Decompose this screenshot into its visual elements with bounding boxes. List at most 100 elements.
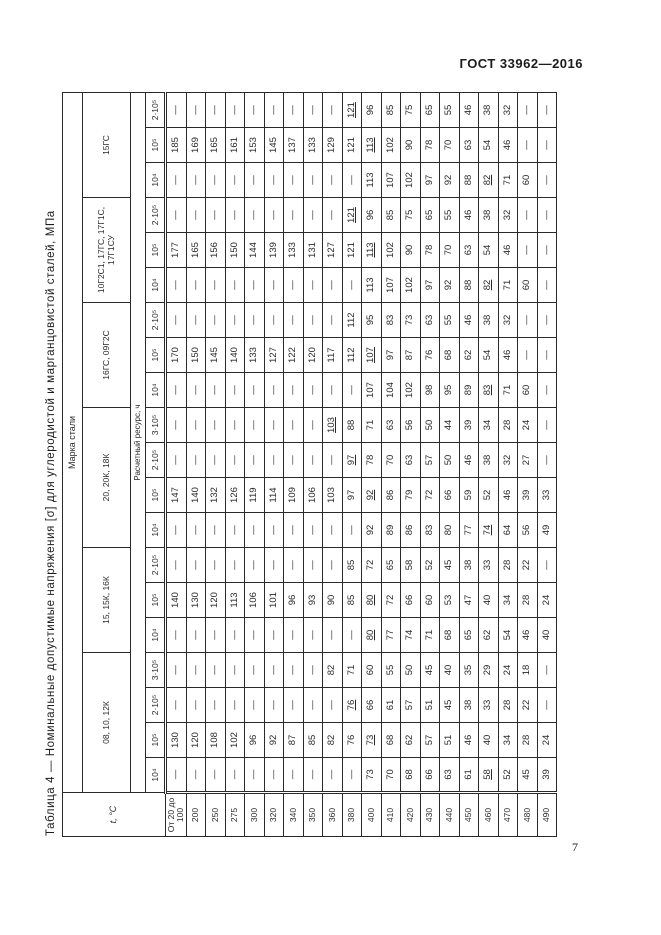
value-cell: —	[517, 197, 537, 233]
value-cell: 62	[478, 617, 498, 653]
table-row: 400 73 73 66 60 80 80 72 92 92 78 71 107 107 95 113 113 9…	[361, 92, 381, 837]
value-cell: 56	[517, 512, 537, 548]
value-cell: 90	[400, 232, 420, 268]
value-cell: 33	[478, 687, 498, 723]
resource-header: 2·10⁵	[145, 302, 166, 338]
value-cell: —	[165, 92, 186, 128]
value-cell: —	[283, 512, 303, 548]
value-cell: 61	[381, 687, 401, 723]
value-cell: 22	[517, 547, 537, 583]
value-cell: —	[165, 267, 186, 303]
value-cell: —	[303, 197, 323, 233]
value-cell: —	[186, 92, 206, 128]
value-cell: 103	[322, 407, 342, 443]
value-cell: —	[165, 372, 186, 408]
value-cell: 68	[439, 617, 459, 653]
value-cell: 76	[342, 722, 362, 758]
table-row: 440 63 51 45 40 68 53 45 80 66 50 44 95 68 55 92 70 55 92 7…	[439, 92, 459, 837]
value-cell: 120	[205, 582, 225, 618]
value-cell: 102	[381, 232, 401, 268]
temperature-cell: 460	[478, 792, 498, 837]
value-cell: 127	[264, 337, 284, 373]
value-cell: 121	[342, 232, 362, 268]
value-cell: 85	[342, 547, 362, 583]
value-cell: 139	[264, 232, 284, 268]
value-cell: —	[283, 442, 303, 478]
value-cell: 68	[439, 337, 459, 373]
grade-group-header: 15, 15К, 16К	[82, 547, 131, 653]
value-cell: 60	[361, 652, 381, 688]
value-cell: —	[244, 617, 264, 653]
value-cell: 150	[225, 232, 245, 268]
temperature-cell: 380	[342, 792, 362, 837]
value-cell: 122	[283, 337, 303, 373]
value-cell: —	[264, 372, 284, 408]
resource-header: 10⁴	[145, 372, 166, 408]
value-cell: 34	[478, 407, 498, 443]
value-cell: 24	[537, 722, 557, 758]
temperature-cell: 350	[303, 792, 323, 837]
resource-header: 2·10⁵	[145, 442, 166, 478]
value-cell: 40	[478, 582, 498, 618]
value-cell: 97	[420, 162, 440, 198]
value-cell: 92	[439, 162, 459, 198]
value-cell: 63	[439, 757, 459, 793]
temperature-cell: От 20 до 100	[165, 792, 186, 837]
value-cell: 150	[186, 337, 206, 373]
value-cell: 54	[498, 617, 518, 653]
value-cell: 88	[459, 267, 479, 303]
value-cell: 57	[420, 442, 440, 478]
value-cell: —	[225, 442, 245, 478]
value-cell: 34	[498, 722, 518, 758]
value-cell: 127	[322, 232, 342, 268]
value-cell: 88	[342, 407, 362, 443]
value-cell: —	[165, 687, 186, 723]
value-cell: —	[205, 162, 225, 198]
value-cell: —	[537, 652, 557, 688]
value-cell: —	[537, 687, 557, 723]
value-cell: —	[186, 687, 206, 723]
value-cell: 95	[361, 302, 381, 338]
value-cell: 65	[459, 617, 479, 653]
value-cell: —	[205, 687, 225, 723]
value-cell: 71	[498, 267, 518, 303]
value-cell: —	[205, 652, 225, 688]
value-cell: 60	[517, 162, 537, 198]
temperature-cell: 300	[244, 792, 264, 837]
value-cell: 86	[381, 477, 401, 513]
resource-span-header: Расчетный ресурс, ч	[130, 92, 146, 793]
value-cell: 96	[361, 92, 381, 128]
value-cell: 38	[478, 197, 498, 233]
value-cell: —	[517, 302, 537, 338]
value-cell: 161	[225, 127, 245, 163]
value-cell: 126	[225, 477, 245, 513]
value-cell: 63	[420, 302, 440, 338]
value-cell: 76	[342, 687, 362, 723]
value-cell: 70	[439, 127, 459, 163]
value-cell: —	[517, 92, 537, 128]
value-cell: 71	[420, 617, 440, 653]
table-row: 275—102— — —113— —126— — —140— —150— —161—	[225, 92, 245, 837]
value-cell: 40	[537, 617, 557, 653]
resource-header: 10⁴	[145, 162, 166, 198]
value-cell: —	[303, 162, 323, 198]
value-cell: 109	[283, 477, 303, 513]
value-cell: 46	[459, 442, 479, 478]
value-cell: 39	[517, 477, 537, 513]
value-cell: —	[205, 372, 225, 408]
value-cell: 106	[244, 582, 264, 618]
value-cell: 113	[361, 267, 381, 303]
value-cell: 65	[381, 547, 401, 583]
value-cell: 65	[420, 92, 440, 128]
value-cell: 47	[459, 582, 479, 618]
value-cell: 97	[381, 337, 401, 373]
value-cell: —	[303, 687, 323, 723]
value-cell: 74	[478, 512, 498, 548]
value-cell: 85	[381, 197, 401, 233]
resource-header: 3·10⁵	[145, 652, 166, 688]
value-cell: —	[244, 652, 264, 688]
value-cell: 108	[205, 722, 225, 758]
value-cell: 130	[165, 722, 186, 758]
value-cell: 63	[381, 407, 401, 443]
value-cell: 145	[264, 127, 284, 163]
